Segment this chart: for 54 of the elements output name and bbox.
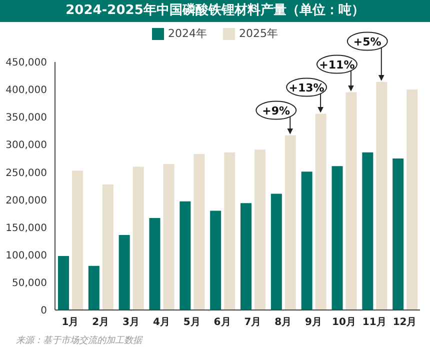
bar (88, 266, 100, 310)
y-tick-label: 50,000 (12, 278, 47, 289)
x-tick-label: 6月 (214, 317, 231, 328)
bar (254, 150, 266, 310)
y-tick-label: 300,000 (6, 140, 47, 152)
bar (194, 154, 205, 310)
x-tick-label: 3月 (122, 317, 140, 328)
x-tick-label: 1月 (62, 317, 79, 328)
bar (118, 235, 130, 310)
bar (72, 170, 83, 310)
bar (58, 256, 69, 310)
bar (240, 203, 252, 310)
x-tick-label: 2月 (92, 317, 110, 328)
legend-label: 2025年 (238, 26, 278, 41)
bar (132, 166, 144, 310)
x-tick-label: 9月 (305, 317, 322, 328)
bar (406, 90, 418, 310)
y-tick-label: 100,000 (6, 250, 47, 262)
y-tick-label: 400,000 (6, 85, 47, 96)
x-tick-label: 4月 (152, 317, 170, 328)
y-tick-label: 350,000 (6, 112, 47, 124)
bar (210, 210, 222, 310)
bar (102, 184, 114, 310)
bar (270, 194, 282, 310)
bar (224, 152, 236, 310)
y-tick-label: 0 (40, 306, 47, 317)
x-tick-label: 12月 (392, 317, 417, 328)
y-tick-label: 450,000 (6, 58, 47, 69)
x-tick-label: 8月 (274, 317, 292, 328)
x-tick-label: 7月 (244, 317, 262, 328)
y-tick-label: 200,000 (6, 195, 47, 206)
bar (332, 166, 343, 310)
chart-title: 2024-2025年中国磷酸铁锂材料产量（单位：吨） (0, 0, 430, 22)
bar (163, 164, 174, 310)
y-tick-label: 150,000 (6, 222, 47, 234)
x-tick-label: 10月 (332, 317, 356, 328)
bar (180, 201, 191, 310)
annotation: +11% (319, 58, 355, 72)
source-note: 来源：基于市场交流的加工数据 (16, 334, 142, 347)
bar (284, 135, 296, 310)
x-tick-label: 11月 (362, 317, 386, 328)
bar (392, 158, 404, 310)
legend-label: 2024年 (167, 26, 207, 41)
bar (301, 172, 312, 310)
x-tick-label: 5月 (183, 317, 200, 328)
bar (149, 218, 160, 310)
bar (346, 92, 357, 310)
bar (315, 114, 326, 310)
annotation: +5% (353, 35, 382, 48)
bar (362, 152, 374, 310)
y-tick-label: 250,000 (6, 168, 47, 179)
annotation: +13% (288, 81, 324, 94)
bar (376, 82, 388, 310)
annotation: +9% (262, 104, 290, 118)
